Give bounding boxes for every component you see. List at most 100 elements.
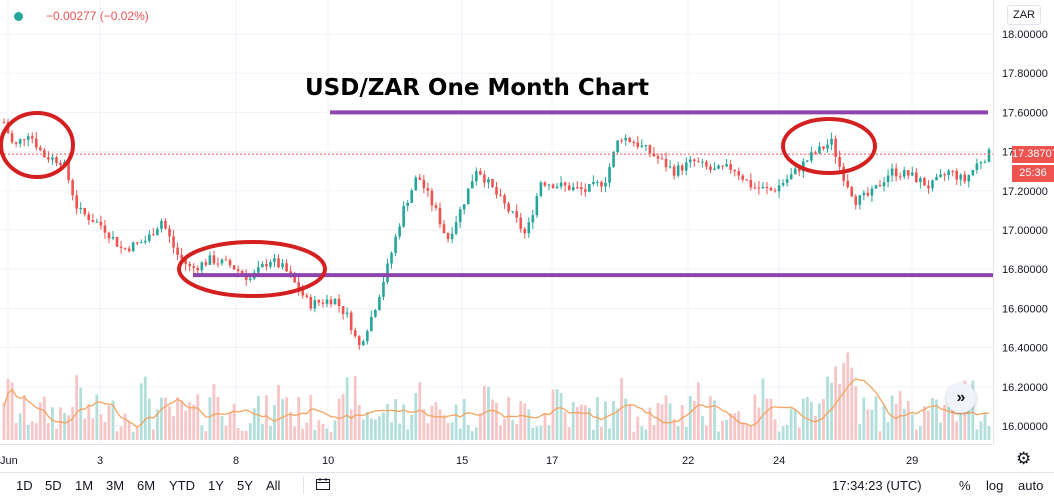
volume-bar	[164, 397, 167, 440]
candle-body	[152, 234, 155, 236]
candle-body	[672, 166, 676, 176]
candle-body	[321, 302, 325, 304]
range-button-all[interactable]: All	[266, 478, 281, 493]
volume-bar	[297, 396, 301, 440]
candle-body	[797, 168, 801, 172]
candle-body	[357, 336, 361, 346]
candle-body	[612, 152, 615, 167]
candle-body	[725, 164, 728, 167]
candle-body	[862, 192, 866, 196]
candle-body	[374, 309, 377, 317]
calendar-icon[interactable]	[316, 478, 330, 490]
chevron-double-right-icon[interactable]: »	[946, 383, 976, 413]
range-button-1m[interactable]: 1M	[75, 478, 94, 493]
volume-bar	[579, 404, 583, 440]
volume-bar	[418, 382, 422, 440]
auto-toggle[interactable]: auto	[1018, 478, 1044, 493]
volume-bar	[757, 407, 761, 440]
volume-bar	[55, 428, 58, 440]
gear-icon[interactable]: ⚙	[1016, 449, 1032, 468]
volume-bar	[277, 385, 280, 440]
price-axis[interactable]: 18.0000017.8000017.6000017.4000017.20000…	[993, 0, 1054, 444]
volume-bar	[862, 397, 866, 440]
candle-body	[555, 186, 559, 189]
candle-body	[184, 258, 187, 264]
candle-body	[567, 185, 571, 191]
volume-bar	[414, 393, 418, 440]
volume-bar	[200, 425, 204, 440]
range-button-3m[interactable]: 3M	[106, 478, 125, 493]
candle-body	[834, 138, 837, 157]
candle-body	[394, 236, 397, 254]
volume-bar	[156, 409, 159, 440]
candle-body	[729, 164, 732, 170]
time-tick-label: Jun	[0, 455, 18, 467]
status-dot	[14, 12, 23, 21]
toolbar-separator	[303, 476, 304, 494]
candle-body	[95, 221, 99, 223]
volume-bar	[709, 396, 712, 440]
candle-body	[684, 162, 688, 171]
candle-body	[466, 188, 470, 205]
candle-body	[915, 172, 918, 183]
volume-bar	[684, 426, 688, 440]
volume-bar	[107, 405, 111, 440]
candle-body	[115, 237, 119, 247]
volume-bar	[26, 424, 30, 440]
candle-body	[890, 168, 894, 176]
volume-bar	[870, 409, 874, 440]
candle-body	[261, 263, 264, 268]
chart-area[interactable]: USD/ZAR One Month Chart	[0, 0, 993, 444]
price-tick-label: 16.80000	[1002, 264, 1048, 276]
volume-bar	[184, 410, 188, 440]
candle-body	[265, 263, 268, 267]
candle-body	[483, 174, 486, 183]
currency-badge[interactable]: ZAR	[1007, 5, 1041, 25]
range-button-6m[interactable]: 6M	[137, 478, 156, 493]
volume-bar	[979, 421, 983, 440]
candle-body	[975, 163, 979, 170]
volume-bar	[180, 400, 184, 440]
candle-body	[148, 234, 151, 241]
candle-body	[349, 312, 353, 331]
candle-body	[317, 300, 321, 303]
last-price-tag: 17.38707	[1012, 146, 1054, 164]
volume-bar	[442, 414, 446, 440]
range-button-5d[interactable]: 5D	[45, 478, 62, 493]
range-button-ytd[interactable]: YTD	[169, 478, 195, 493]
volume-bar	[818, 403, 821, 440]
candle-body	[503, 195, 506, 204]
candle-body	[777, 185, 781, 192]
volume-bar	[838, 384, 842, 440]
volume-bar	[236, 428, 240, 440]
candle-body	[236, 269, 240, 271]
volume-bar	[91, 418, 95, 440]
candle-body	[600, 181, 603, 187]
highlight-circle	[177, 240, 327, 298]
volume-bar	[34, 423, 38, 440]
range-button-1d[interactable]: 1D	[16, 478, 33, 493]
candle-body	[910, 172, 914, 176]
volume-bar	[75, 375, 79, 440]
candle-body	[22, 139, 26, 141]
volume-bar	[192, 404, 196, 440]
time-tick-label: 15	[456, 455, 468, 467]
percent-toggle[interactable]: %	[959, 478, 971, 493]
price-chart[interactable]: USD/ZAR One Month Chart	[0, 0, 993, 444]
candle-body	[386, 263, 389, 283]
candle-body	[773, 190, 777, 192]
range-button-5y[interactable]: 5Y	[237, 478, 253, 493]
candle-body	[769, 187, 773, 191]
volume-bar	[51, 407, 54, 440]
log-toggle[interactable]: log	[986, 478, 1004, 493]
candle-body	[701, 161, 704, 163]
candle-body	[410, 190, 414, 203]
time-axis[interactable]: Jun 3 8 10 15 17 22 24 29	[0, 444, 993, 473]
volume-bar	[67, 415, 70, 440]
volume-bar	[680, 405, 684, 440]
volume-bar	[204, 431, 208, 440]
range-button-1y[interactable]: 1Y	[208, 478, 224, 493]
volume-bar	[38, 402, 42, 440]
volume-bar	[765, 398, 769, 440]
clock-time[interactable]: 17:34:23 (UTC)	[832, 478, 922, 493]
